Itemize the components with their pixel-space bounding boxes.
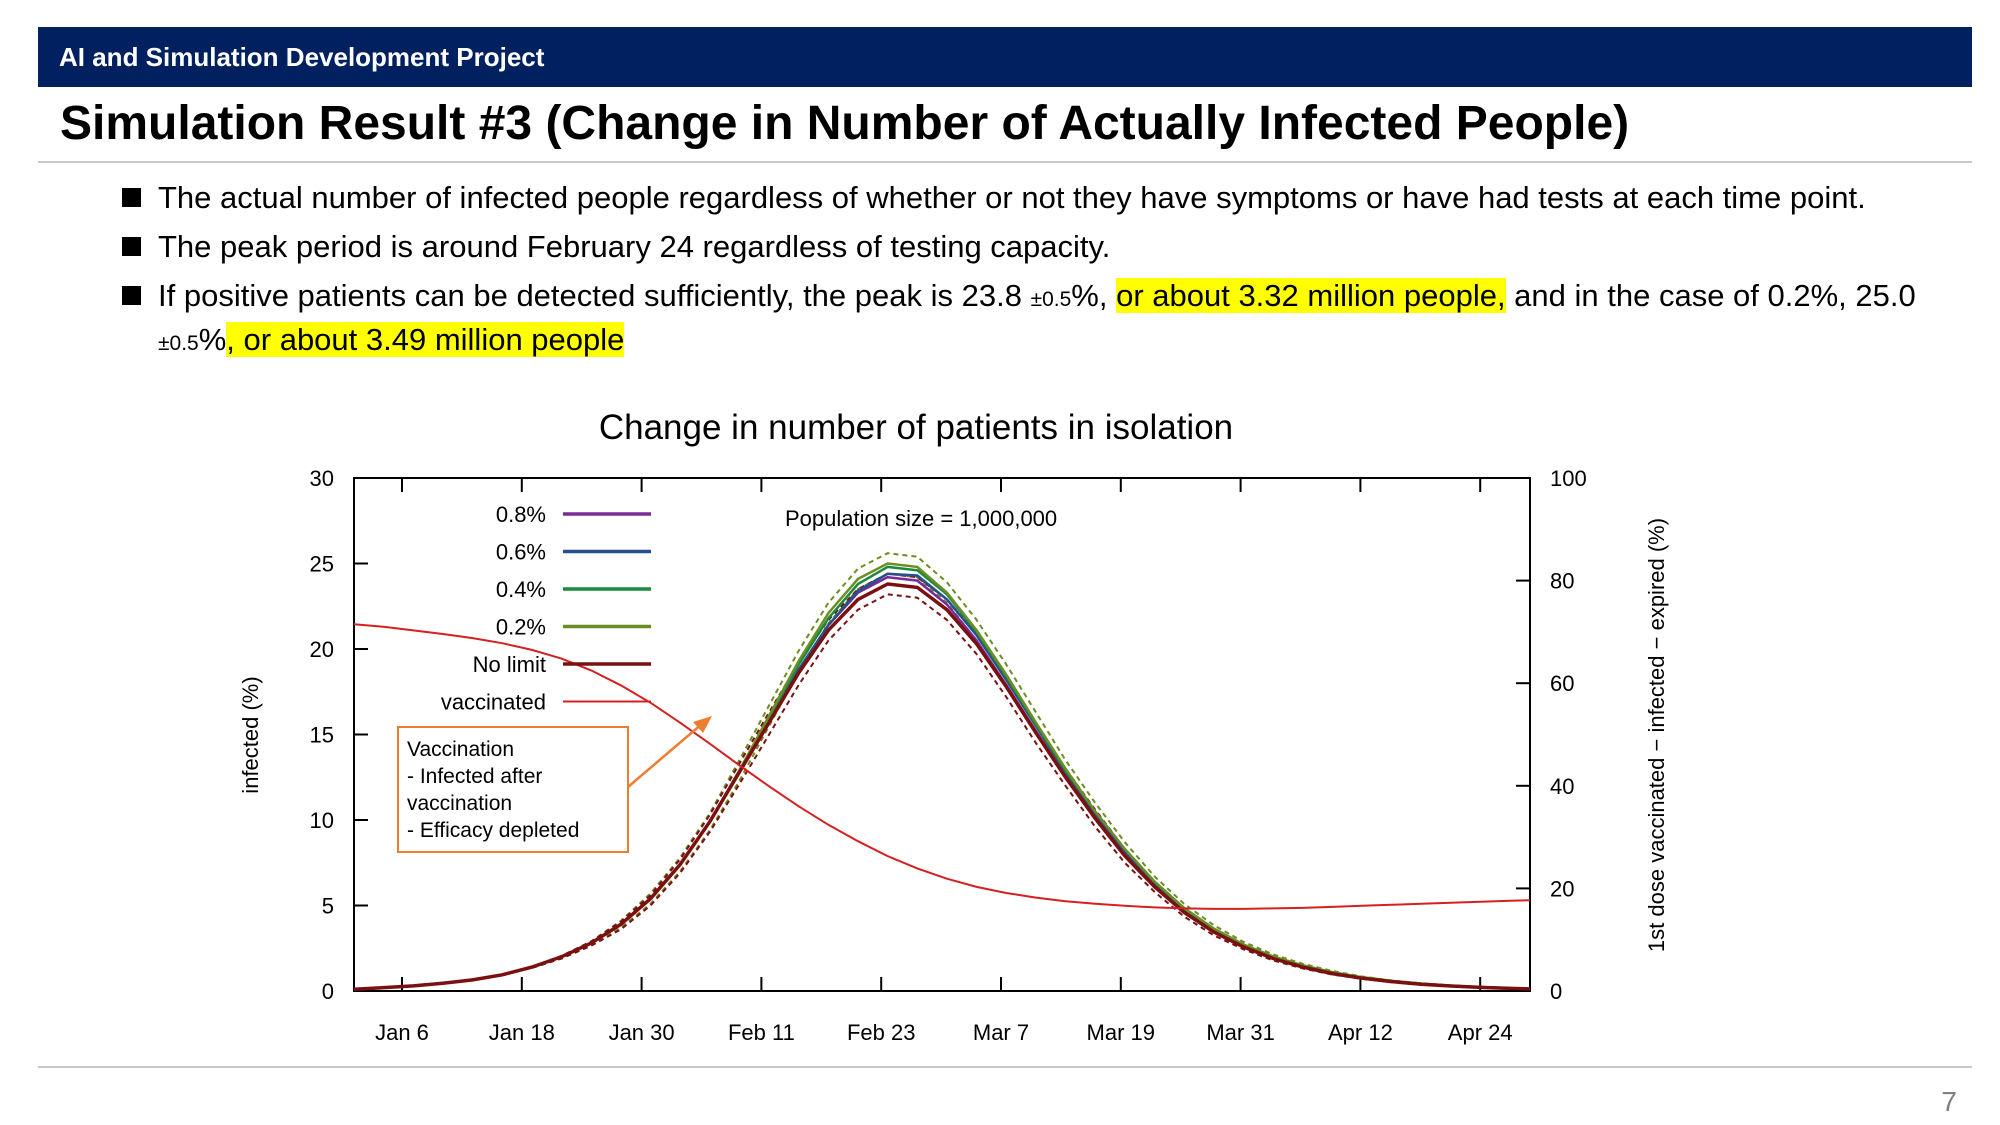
y-axis-label: infected (%) (238, 676, 263, 793)
annotation-line: - Infected after (407, 765, 542, 788)
population-annotation: Population size = 1,000,000 (785, 506, 1057, 531)
x-tick-label: Apr 12 (1328, 1020, 1393, 1045)
vaccination-annotation-box (397, 726, 629, 853)
annotation-line: Vaccination (407, 738, 514, 761)
bullet-text-part: If positive patients can be detected suf… (158, 278, 1031, 313)
legend-label: 0.2% (496, 615, 546, 640)
bullet-text-part: %, (1071, 278, 1117, 313)
y-tick-label: 10 (310, 808, 334, 833)
y2-tick-label: 60 (1550, 671, 1574, 696)
square-bullet-icon (122, 188, 141, 207)
bullet-item: If positive patients can be detected suf… (122, 276, 1922, 364)
y-tick-label: 0 (322, 979, 334, 1004)
x-tick-label: Mar 19 (1087, 1020, 1155, 1045)
project-title: AI and Simulation Development Project (59, 42, 545, 72)
bullet-text: The peak period is around February 24 re… (158, 229, 1111, 264)
y2-axis-label: 1st dose vaccinated − infected − expired… (1644, 518, 1669, 952)
legend-label: vaccinated (441, 690, 546, 715)
square-bullet-icon (122, 286, 141, 305)
y-tick-label: 25 (310, 552, 334, 577)
legend-label: 0.6% (496, 540, 546, 565)
vaccinated-line (353, 623, 1531, 910)
chart-legend: 0.8% 0.6% 0.4% 0.2% No limit vaccinated (441, 502, 651, 715)
x-tick-label: Mar 31 (1206, 1020, 1274, 1045)
project-banner: AI and Simulation Development Project (38, 27, 1972, 87)
footer-divider (38, 1066, 1972, 1068)
legend-label: 0.4% (496, 577, 546, 602)
x-tick-label: Feb 11 (728, 1020, 795, 1045)
y-tick-label: 15 (310, 723, 334, 748)
title-divider (38, 161, 1972, 163)
bullet-text-part: and in the case of 0.2%, 25.0 (1505, 278, 1916, 313)
plus-minus-value: ±0.5 (158, 332, 199, 355)
slide-title: Simulation Result #3 (Change in Number o… (60, 97, 1630, 150)
bullet-text: The actual number of infected people reg… (158, 180, 1866, 215)
y2-tick-label: 0 (1550, 979, 1562, 1004)
annotation-line: - Efficacy depleted (407, 819, 579, 842)
x-tick-label: Mar 7 (973, 1020, 1029, 1045)
square-bullet-icon (122, 237, 141, 256)
y-tick-label: 30 (310, 466, 334, 491)
chart-title: Change in number of patients in isolatio… (598, 408, 1234, 447)
annotation-arrow (627, 722, 704, 788)
y2-tick-label: 80 (1550, 569, 1574, 594)
x-tick-label: Jan 6 (375, 1020, 429, 1045)
highlighted-text: , or about 3.49 million people (226, 322, 625, 357)
page-number: 7 (1941, 1086, 1957, 1117)
x-tick-label: Jan 30 (609, 1020, 675, 1045)
axis-ticks: 0 5 10 15 20 25 30 0 20 40 60 80 100 Jan 6 Jan 18 Jan 3… (310, 466, 1587, 1045)
bullet-text-part: % (198, 322, 227, 357)
y-tick-label: 5 (322, 894, 334, 919)
y-tick-label: 20 (310, 637, 334, 662)
highlighted-text: or about 3.32 million people, (1116, 278, 1506, 313)
annotation-line: vaccination (407, 792, 512, 815)
y2-tick-label: 100 (1550, 466, 1587, 491)
series-layer (353, 552, 1531, 992)
infected-line (353, 582, 1531, 992)
plus-minus-value: ±0.5 (1030, 288, 1072, 311)
x-tick-label: Jan 18 (489, 1020, 555, 1045)
bullet-item: The actual number of infected people reg… (122, 178, 1922, 218)
bullet-list: The actual number of infected people reg… (122, 178, 1922, 373)
annotation-arrowhead (693, 716, 712, 733)
legend-label: 0.8% (496, 502, 546, 527)
x-tick-label: Feb 23 (847, 1020, 916, 1045)
bullet-item: The peak period is around February 24 re… (122, 227, 1922, 267)
y2-tick-label: 40 (1550, 774, 1574, 799)
y2-tick-label: 20 (1550, 876, 1574, 901)
x-tick-label: Apr 24 (1448, 1020, 1513, 1045)
legend-label: No limit (473, 652, 546, 677)
